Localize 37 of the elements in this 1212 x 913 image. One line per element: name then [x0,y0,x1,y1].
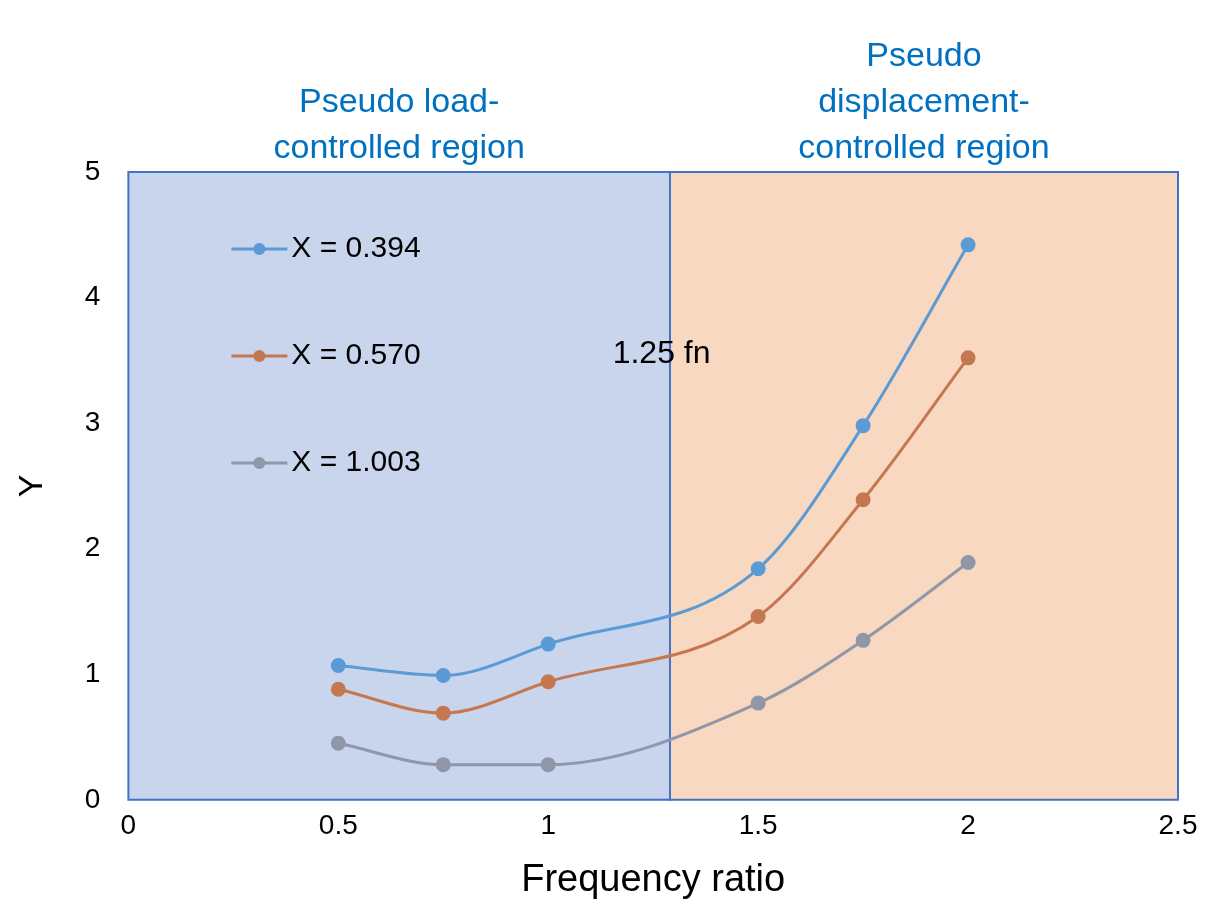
point [540,757,556,773]
point [435,705,451,721]
y-tick-label: 2 [84,531,101,563]
point [960,554,976,570]
point [750,608,766,624]
x-tick-label: 1.5 [738,809,778,841]
y-tick-label: 5 [84,154,101,186]
y-axis-title: Y [10,474,49,498]
x-tick-label: 0 [120,809,137,841]
x-axis-title: Frequency ratio [521,856,786,899]
x-tick-label: 1 [540,809,557,841]
point [435,757,451,773]
point [330,681,346,697]
point [750,695,766,711]
point [330,657,346,673]
y-tick-label: 1 [84,656,101,688]
legend-label: X = 1.003 [291,444,421,478]
point [435,668,451,683]
x-tick-label: 0.5 [318,809,358,841]
point [855,492,871,508]
point [540,674,556,690]
legend-label: X = 0.570 [291,337,421,371]
point [855,632,871,648]
y-tick-label: 0 [84,782,101,814]
x-tick-label: 2 [960,809,976,841]
y-tick-label: 3 [84,405,101,437]
band-label: Pseudo load-controlled region [273,81,525,165]
x-tick-label: 2.5 [1158,809,1198,841]
band-label: Pseudo displacement-controlled region [798,35,1050,165]
point [330,735,346,751]
legend-label: X = 0.394 [291,230,421,264]
point [855,418,871,434]
point [960,237,976,253]
y-tick-label: 4 [84,280,101,312]
point [750,561,766,577]
point [960,350,976,366]
point [540,636,556,652]
